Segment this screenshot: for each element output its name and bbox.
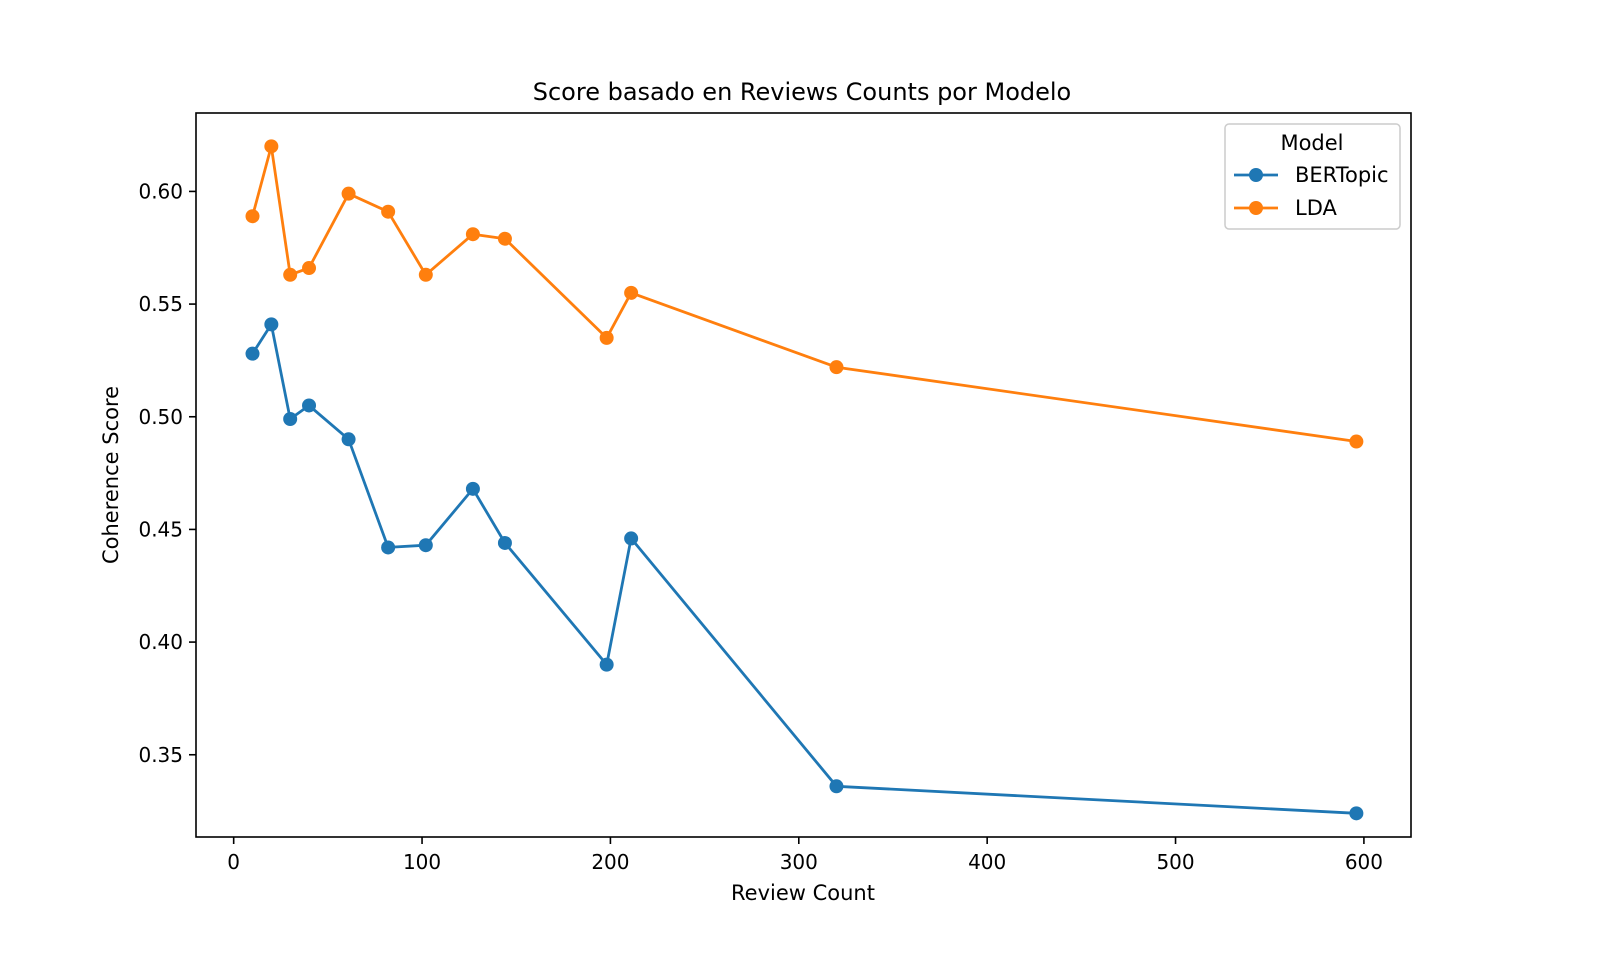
x-axis: 0 100 200 300 400 500 600 bbox=[227, 837, 1383, 874]
legend-title: Model bbox=[1280, 131, 1343, 155]
data-point-lda bbox=[624, 285, 639, 300]
data-point-bertopic bbox=[245, 346, 260, 361]
data-point-bertopic bbox=[497, 535, 512, 550]
y-tick-label: 0.45 bbox=[138, 517, 183, 541]
x-tick-label: 400 bbox=[968, 850, 1006, 874]
data-point-lda bbox=[245, 209, 260, 224]
legend: Model BERTopic LDA bbox=[1224, 123, 1401, 230]
legend-marker-lda bbox=[1249, 201, 1263, 215]
data-point-bertopic bbox=[599, 657, 614, 672]
x-tick-label: 600 bbox=[1345, 850, 1383, 874]
data-point-bertopic bbox=[418, 538, 433, 553]
data-point-bertopic bbox=[624, 531, 639, 546]
data-point-lda bbox=[497, 231, 512, 246]
data-point-lda bbox=[418, 267, 433, 282]
data-point-bertopic bbox=[465, 481, 480, 496]
legend-entries: BERTopic LDA bbox=[1234, 163, 1389, 220]
plot-marks bbox=[245, 139, 1364, 821]
plot-frame bbox=[195, 112, 1412, 838]
y-tick-label: 0.60 bbox=[138, 179, 183, 203]
data-point-lda bbox=[341, 186, 356, 201]
data-point-bertopic bbox=[381, 540, 396, 555]
chart-title: Score basado en Reviews Counts por Model… bbox=[533, 78, 1071, 106]
x-tick-label: 100 bbox=[403, 850, 441, 874]
data-point-lda bbox=[829, 360, 844, 375]
data-point-lda bbox=[302, 261, 317, 276]
x-tick-label: 0 bbox=[227, 850, 240, 874]
legend-label-lda: LDA bbox=[1295, 196, 1338, 220]
x-tick-label: 200 bbox=[591, 850, 629, 874]
legend-marker-bertopic bbox=[1249, 168, 1263, 182]
data-point-lda bbox=[1349, 434, 1364, 449]
data-point-bertopic bbox=[829, 779, 844, 794]
y-axis-label: Coherence Score bbox=[99, 386, 123, 564]
y-tick-label: 0.55 bbox=[138, 292, 183, 316]
x-tick-label: 500 bbox=[1156, 850, 1194, 874]
data-point-bertopic bbox=[302, 398, 317, 413]
legend-box bbox=[1224, 123, 1401, 230]
legend-label-bertopic: BERTopic bbox=[1295, 163, 1389, 187]
data-point-bertopic bbox=[341, 432, 356, 447]
y-tick-label: 0.50 bbox=[138, 405, 183, 429]
data-point-lda bbox=[381, 204, 396, 219]
y-tick-label: 0.40 bbox=[138, 630, 183, 654]
data-point-bertopic bbox=[264, 317, 279, 332]
x-tick-label: 300 bbox=[780, 850, 818, 874]
data-point-lda bbox=[599, 330, 614, 345]
data-point-bertopic bbox=[1349, 806, 1364, 821]
x-axis-label: Review Count bbox=[731, 881, 875, 905]
data-point-bertopic bbox=[283, 412, 298, 427]
y-tick-label: 0.35 bbox=[138, 743, 183, 767]
data-point-lda bbox=[264, 139, 279, 154]
data-point-lda bbox=[465, 227, 480, 242]
data-point-lda bbox=[283, 267, 298, 282]
y-axis: 0.35 0.40 0.45 0.50 0.55 0.60 bbox=[138, 179, 196, 767]
